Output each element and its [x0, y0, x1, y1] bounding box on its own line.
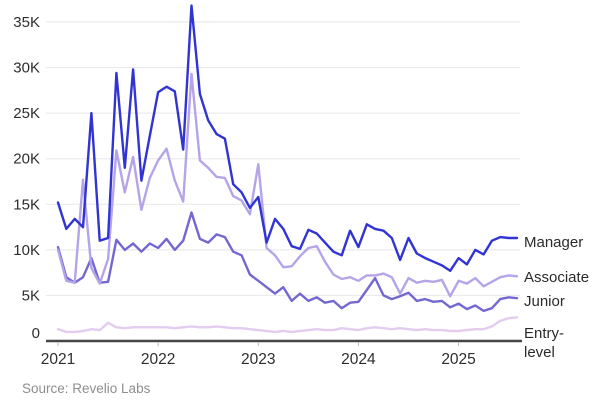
- x-axis-label-2023: 2023: [241, 351, 275, 368]
- source-text: Source: Revelio Labs: [22, 381, 151, 396]
- series-line-junior: [56, 211, 519, 313]
- series-line-entry-level: [56, 316, 519, 334]
- y-axis-label-15K: 15K: [13, 196, 40, 213]
- x-axis-label-2024: 2024: [341, 351, 376, 368]
- y-axis-label-10K: 10K: [13, 242, 40, 259]
- y-axis-label-20K: 20K: [13, 151, 40, 168]
- y-axis-label-25K: 25K: [13, 105, 40, 122]
- y-axis-label-5K: 5K: [22, 287, 40, 304]
- x-axis-label-2021: 2021: [41, 351, 75, 368]
- y-axis-label-35K: 35K: [13, 14, 40, 31]
- y-axis-label-30K: 30K: [13, 60, 40, 77]
- y-axis-label-0: 0: [32, 325, 40, 342]
- series-label-entry-level: Entry-level: [524, 325, 565, 361]
- series-label-associate: Associate: [524, 269, 590, 286]
- series-line-associate: [56, 72, 519, 298]
- x-axis-label-2022: 2022: [141, 351, 175, 368]
- x-axis-label-2025: 2025: [441, 351, 475, 368]
- series-label-manager: Manager: [524, 234, 584, 251]
- series-line-manager: [56, 4, 519, 272]
- series-label-junior: Junior: [524, 293, 565, 310]
